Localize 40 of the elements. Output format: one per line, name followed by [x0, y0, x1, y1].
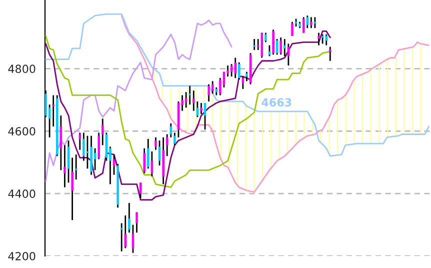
- candlestick: [143, 148, 146, 174]
- candlestick: [170, 122, 172, 138]
- y-tick-label: 4200: [8, 252, 36, 260]
- candlestick: [234, 57, 236, 79]
- candlestick: [318, 32, 320, 46]
- line-series: [45, 20, 232, 182]
- candlestick: [64, 144, 66, 188]
- candlestick: [302, 16, 305, 34]
- candlestick: [310, 16, 312, 29]
- candlestick: [306, 14, 309, 29]
- candlestick: [174, 132, 176, 146]
- candlestick: [124, 214, 127, 249]
- candlestick: [272, 28, 274, 56]
- candlestick: [325, 34, 328, 46]
- candlestick: [52, 94, 54, 128]
- candlestick: [78, 132, 82, 151]
- candlestick: [112, 154, 116, 176]
- candlestick: [188, 85, 191, 106]
- y-tick-label: 4600: [8, 127, 36, 136]
- candlestick: [246, 71, 248, 82]
- candlestick: [82, 132, 85, 162]
- candlestick: [291, 21, 294, 37]
- candlestick: [136, 212, 138, 234]
- candlestick: [158, 140, 161, 166]
- candlestick: [329, 46, 332, 62]
- candlestick: [154, 136, 157, 151]
- line-series: [45, 13, 430, 157]
- candlestick: [280, 36, 282, 56]
- candlestick: [200, 102, 202, 115]
- y-tick-label: 4800: [8, 64, 36, 74]
- candlestick: [264, 32, 267, 43]
- candlestick: [128, 202, 130, 234]
- candlestick: [71, 156, 74, 221]
- y-tick-label: 4400: [8, 190, 36, 198]
- candlestick: [98, 132, 100, 160]
- candlestick: [230, 63, 233, 78]
- annotation: 4663: [262, 98, 292, 107]
- candlestick: [196, 100, 199, 118]
- candlestick: [208, 84, 210, 102]
- candlestick: [253, 38, 256, 51]
